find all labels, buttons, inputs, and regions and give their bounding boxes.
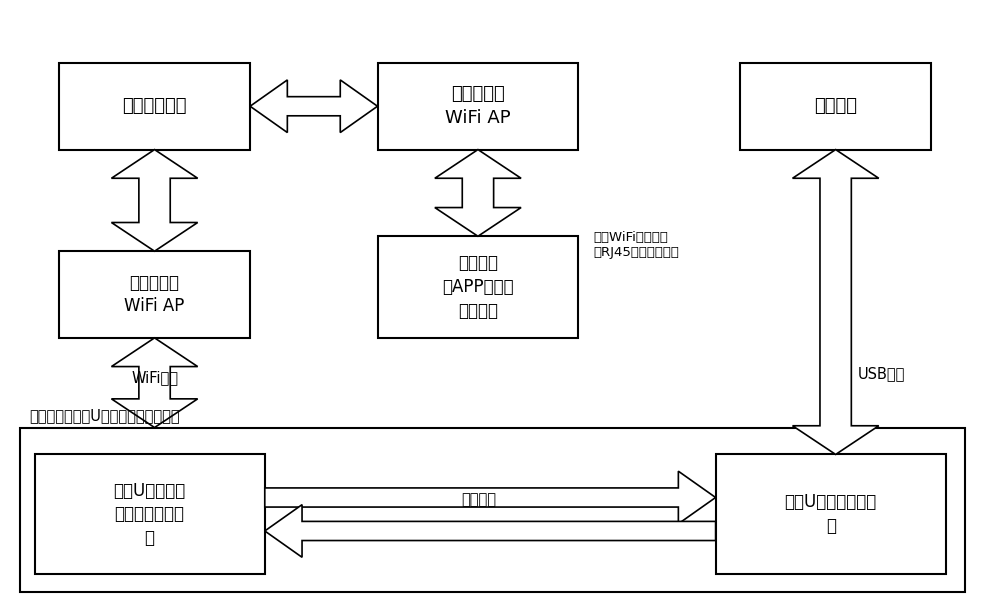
Text: 局域WiFi接入或通
过RJ45网口有线接入: 局域WiFi接入或通 过RJ45网口有线接入 (593, 231, 679, 259)
Bar (716, 454, 946, 574)
Text: 第二终端: 第二终端 (814, 97, 857, 115)
Text: 内部总线: 内部总线 (461, 492, 496, 507)
Polygon shape (250, 80, 378, 132)
Bar (34, 454, 265, 574)
Text: 无线U盘数据存储模
块: 无线U盘数据存储模 块 (785, 493, 877, 535)
Polygon shape (435, 149, 521, 236)
Text: WiFi网络: WiFi网络 (132, 370, 179, 386)
Polygon shape (265, 471, 716, 524)
Bar (740, 63, 931, 149)
Polygon shape (793, 149, 879, 454)
Text: 第一终端（无线U盘运行的软件系统）: 第一终端（无线U盘运行的软件系统） (30, 407, 180, 423)
Polygon shape (111, 338, 198, 428)
Text: 无线路由器
WiFi AP: 无线路由器 WiFi AP (445, 85, 511, 127)
Text: 互联网服务器: 互联网服务器 (122, 97, 187, 115)
Text: USB总线: USB总线 (858, 366, 905, 381)
Polygon shape (265, 504, 716, 558)
Bar (59, 251, 250, 338)
Bar (59, 63, 250, 149)
Text: 无线路由器
WiFi AP: 无线路由器 WiFi AP (124, 274, 185, 315)
Text: 无线U盘网络访
问及文件系统模
块: 无线U盘网络访 问及文件系统模 块 (114, 482, 186, 547)
Bar (378, 236, 578, 338)
Bar (20, 428, 965, 592)
Text: 智能终端
（APP、网络
浏览器）: 智能终端 （APP、网络 浏览器） (442, 254, 514, 320)
Bar (378, 63, 578, 149)
Polygon shape (111, 149, 198, 251)
